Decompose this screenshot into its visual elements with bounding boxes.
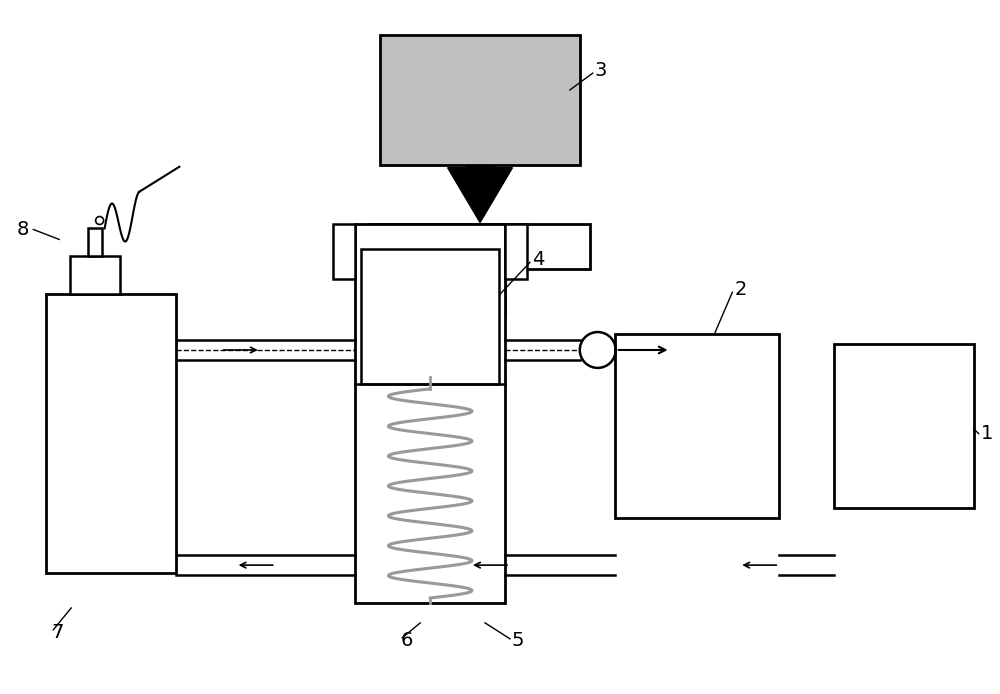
Bar [370,224,590,269]
Bar [466,164,494,168]
Polygon shape [448,168,512,223]
Text: 3: 3 [595,60,607,80]
Bar [70,256,120,294]
Text: 8: 8 [16,220,29,239]
Text: 4: 4 [532,250,544,269]
Bar [333,224,355,279]
Bar [615,334,779,518]
Text: 1: 1 [981,424,993,443]
Bar [355,224,505,603]
Text: 6: 6 [400,632,413,650]
Text: 5: 5 [512,632,524,650]
Bar [46,294,176,573]
Text: 7: 7 [51,623,64,643]
Text: 2: 2 [734,280,747,298]
Bar [380,35,580,164]
Bar [505,224,527,279]
Bar [88,228,102,256]
Bar [834,344,974,508]
Bar [361,249,499,384]
